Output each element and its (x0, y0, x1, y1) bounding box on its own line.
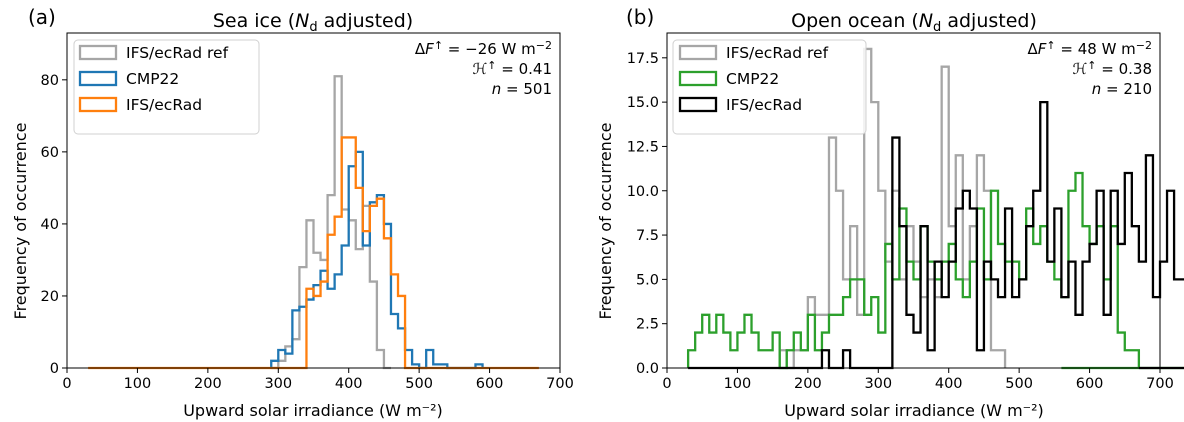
annotation-b-1: ℋ↑ = 0.38 (1072, 59, 1152, 78)
y-tick-label-a-0: 0 (50, 361, 59, 377)
legend-label-a-0: IFS/ecRad ref (126, 44, 229, 62)
x-ticks-a: 0 100 200 300 400 500 600 700 (62, 368, 574, 392)
x-tick-label-b-7: 700 (1146, 376, 1174, 392)
annotations-a: ΔF↑ = −26 W m−2ℋ↑ = 0.41 n = 501 (415, 39, 552, 98)
panel-label-a: (a) (28, 5, 56, 29)
legend-label-b-2: IFS/ecRad (726, 96, 802, 114)
x-tick-label-a-0: 0 (62, 376, 71, 392)
panel-label-b: (b) (626, 5, 654, 29)
x-axis-label-a: Upward solar irradiance (W m⁻²) (183, 401, 443, 420)
chart-title-b-symbol: N (919, 10, 933, 32)
annotation-b-0: ΔF↑ = 48 W m−2 (1027, 39, 1152, 58)
y-tick-label-a-2: 40 (41, 217, 59, 233)
y-tick-label-b-3: 7.5 (636, 228, 659, 244)
legend-label-b-1: CMP22 (726, 70, 779, 88)
legend-label-a-1: CMP22 (126, 70, 179, 88)
y-tick-label-a-1: 20 (41, 289, 59, 305)
chart-title-a-prefix: Sea ice ( (213, 10, 295, 32)
annotation-a-1: ℋ↑ = 0.41 (472, 59, 552, 78)
chart-title-b-suffix: adjusted) (941, 10, 1037, 32)
histogram-line-a-0 (271, 75, 391, 370)
x-tick-label-b-4: 400 (935, 376, 963, 392)
y-axis-label-a: Frequency of occurrence (11, 123, 30, 320)
legend-swatch-b-1 (678, 70, 718, 87)
x-tick-label-a-6: 600 (476, 376, 504, 392)
y-ticks-a: 0 20 40 60 80 (41, 73, 67, 377)
histogram-line-b-2 (688, 100, 1184, 370)
legend-swatch-b-0 (678, 44, 718, 61)
x-tick-label-a-1: 100 (124, 376, 152, 392)
annotation-a-2: n = 501 (492, 80, 552, 98)
chart-title-a-symbol: N (295, 10, 309, 32)
plot-frame-b (666, 32, 1161, 369)
legend-box-b (672, 39, 867, 135)
legend-swatch-b-2 (678, 96, 718, 113)
x-ticks-b: 0 100 200 300 400 500 600 700 (662, 368, 1174, 392)
legend-swatch-a-0 (78, 44, 118, 61)
x-axis-label-b: Upward solar irradiance (W m⁻²) (784, 401, 1044, 420)
legend-b: IFS/ecRad ref CMP22 IFS/ecRad (678, 44, 829, 114)
annotation-a-0: ΔF↑ = −26 W m−2 (415, 39, 552, 58)
annotations-b: ΔF↑ = 48 W m−2ℋ↑ = 0.38 n = 210 (1027, 39, 1152, 98)
legend-swatch-a-1 (78, 70, 118, 87)
plot-frame-a (66, 32, 561, 369)
chart-title-a-subscript: d (309, 20, 317, 35)
x-tick-label-b-0: 0 (662, 376, 671, 392)
y-tick-label-b-5: 12.5 (627, 139, 659, 155)
x-tick-label-b-2: 200 (794, 376, 822, 392)
x-tick-label-a-5: 500 (405, 376, 433, 392)
y-ticks-b: 0.0 2.5 5.0 7.5 10.0 12.5 15.0 17.5 (627, 51, 667, 377)
panel-a: (a) Sea ice (Nd adjusted) 0 100 200 300 400 5… (11, 5, 574, 420)
chart-title-b-subscript: d (933, 20, 941, 35)
y-axis-label-b: Frequency of occurrence (596, 123, 615, 320)
y-tick-label-a-4: 80 (41, 73, 59, 89)
x-tick-label-b-3: 300 (864, 376, 892, 392)
x-tick-label-a-7: 700 (546, 376, 574, 392)
chart-title-b: Open ocean (Nd adjusted) (791, 10, 1037, 35)
y-tick-label-b-2: 5.0 (636, 272, 659, 288)
y-tick-label-b-6: 15.0 (627, 95, 659, 111)
chart-title-a-suffix: adjusted) (318, 10, 414, 32)
histogram-line-b-1 (686, 171, 1184, 370)
y-tick-label-b-7: 17.5 (627, 51, 659, 67)
legend-label-b-0: IFS/ecRad ref (726, 44, 829, 62)
legend-a: IFS/ecRad ref CMP22 IFS/ecRad (78, 44, 229, 114)
x-tick-label-a-2: 200 (194, 376, 222, 392)
x-tick-label-b-6: 600 (1076, 376, 1104, 392)
chart-title-a: Sea ice (Nd adjusted) (213, 10, 413, 35)
annotation-b-2: n = 210 (1092, 80, 1152, 98)
y-tick-label-b-1: 2.5 (636, 317, 659, 333)
legend-box-a (73, 39, 260, 135)
x-tick-label-b-5: 500 (1005, 376, 1033, 392)
y-tick-label-b-4: 10.0 (627, 184, 659, 200)
legend-label-a-2: IFS/ecRad (126, 96, 202, 114)
x-tick-label-a-4: 400 (335, 376, 363, 392)
x-tick-label-a-3: 300 (264, 376, 292, 392)
y-tick-label-a-3: 60 (41, 145, 59, 161)
chart-title-b-prefix: Open ocean ( (791, 10, 919, 32)
panel-b: (b) Open ocean (Nd adjusted) 0 100 200 300 4… (596, 5, 1184, 420)
y-tick-label-b-0: 0.0 (636, 361, 659, 377)
x-tick-label-b-1: 100 (724, 376, 752, 392)
legend-swatch-a-2 (78, 96, 118, 113)
